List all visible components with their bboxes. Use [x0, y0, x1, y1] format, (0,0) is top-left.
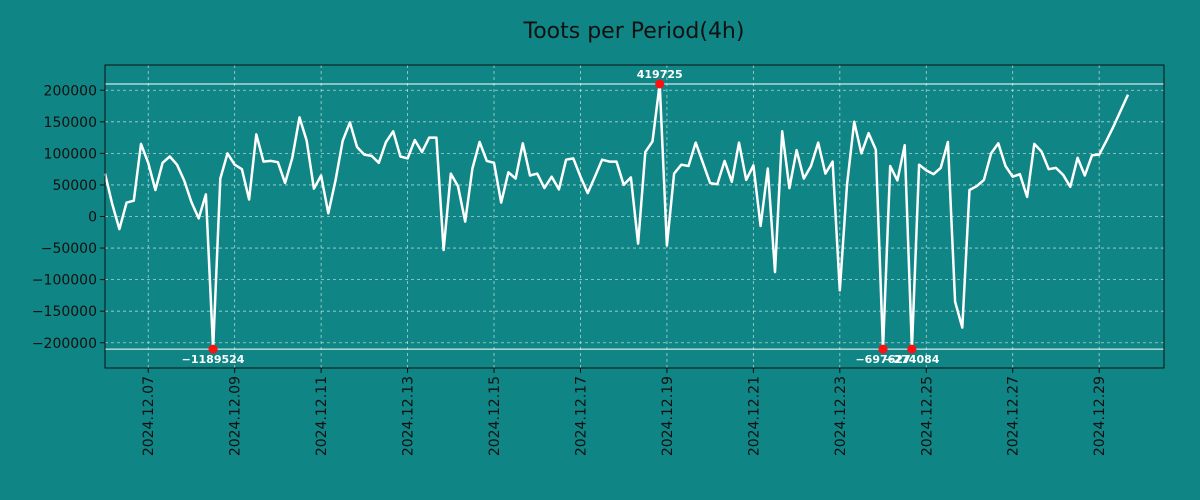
y-tick-label: 50000: [52, 178, 97, 194]
chart-title: Toots per Period(4h): [523, 19, 745, 44]
x-axis-ticks: 2024.12.07 2024.12.09 2024.12.11 2024.12.13…: [141, 368, 1108, 456]
x-tick-label: 2024.12.11: [314, 376, 330, 456]
y-tick-label: 150000: [44, 115, 97, 131]
peak-marker: [655, 79, 665, 89]
y-tick-label: 0: [88, 210, 97, 226]
y-tick-label: 200000: [44, 83, 97, 99]
x-tick-label: 2024.12.29: [1092, 376, 1108, 456]
series-line-toots: [103, 82, 1130, 351]
y-axis-ticks: 200000 150000 100000 50000 0 −50000 −100000 −15…: [32, 83, 105, 352]
peak-label: 419725: [637, 68, 683, 81]
peak-marker: [907, 344, 917, 354]
peak-label: −274084: [884, 353, 939, 366]
x-tick-label: 2024.12.25: [919, 376, 935, 456]
x-tick-label: 2024.12.15: [487, 376, 503, 456]
plot-area-frame: [104, 64, 1165, 369]
y-tick-label: −150000: [32, 304, 97, 320]
x-tick-label: 2024.12.27: [1006, 376, 1022, 456]
peak-marker: [878, 344, 888, 354]
peak-marker: [208, 344, 218, 354]
series-layer: [103, 82, 1130, 351]
x-tick-label: 2024.12.21: [746, 376, 762, 456]
x-tick-label: 2024.12.13: [401, 376, 417, 456]
x-tick-label: 2024.12.09: [228, 376, 244, 456]
x-tick-label: 2024.12.23: [833, 376, 849, 456]
x-tick-label: 2024.12.19: [660, 376, 676, 456]
x-tick-label: 2024.12.17: [573, 376, 589, 456]
y-tick-label: −100000: [32, 273, 97, 289]
y-tick-label: −50000: [41, 241, 97, 257]
y-tick-label: 100000: [44, 146, 97, 162]
clip-threshold-lines: [105, 83, 1164, 350]
peak-label: −697627: [855, 353, 910, 366]
x-tick-label: 2024.12.07: [141, 376, 157, 456]
y-tick-label: −200000: [32, 336, 97, 352]
peak-markers: −1189524 419725 −697627−274084: [182, 68, 940, 366]
peak-label: −1189524: [182, 353, 245, 366]
